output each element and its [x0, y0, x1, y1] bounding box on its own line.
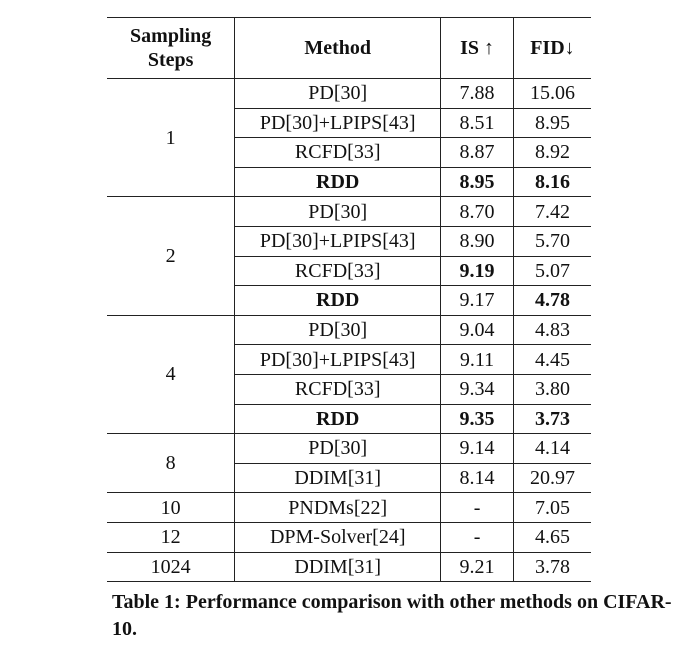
method-cell: PNDMs[22] [234, 492, 442, 523]
is-cell: 9.35 [440, 404, 514, 435]
table-row: 2 PD[30] 8.70 7.42 [107, 196, 591, 316]
method-cell: DDIM[31] [234, 552, 442, 583]
table-row: 1024 DDIM[31] 9.21 3.78 [107, 552, 591, 583]
table-row: PD[30]+LPIPS[43] 8.51 8.95 [107, 108, 591, 139]
is-cell: 9.11 [440, 344, 514, 375]
is-cell: 8.87 [440, 137, 514, 168]
method-cell: PD[30] [234, 315, 442, 346]
table-row: RDD 8.95 8.16 [107, 167, 591, 198]
sampling-steps-cell: 1024 [107, 552, 235, 583]
results-table: Sampling Steps Method IS ↑ FID↓ 1 PD[30] 7… [107, 17, 591, 583]
table-body: 1 PD[30] 7.88 15.06 PD[30]+LPIPS[43] 8.51 8.95… [107, 78, 591, 583]
method-cell: PD[30] [234, 433, 442, 464]
table-row: 4 PD[30] 9.04 4.83 [107, 315, 591, 435]
method-cell: PD[30] [234, 78, 442, 109]
method-cell: PD[30]+LPIPS[43] [234, 344, 442, 375]
is-cell: 9.34 [440, 374, 514, 405]
table-row: RDD 9.35 3.73 [107, 404, 591, 435]
method-cell: DDIM[31] [234, 463, 442, 494]
fid-cell: 4.78 [513, 285, 591, 316]
is-cell: 7.88 [440, 78, 514, 109]
is-cell: 9.04 [440, 315, 514, 346]
fid-cell: 3.73 [513, 404, 591, 435]
sampling-steps-cell: 1 [107, 78, 235, 198]
is-cell: - [440, 492, 514, 523]
sampling-steps-cell: 4 [107, 315, 235, 435]
header-is: IS ↑ [440, 17, 514, 79]
fid-cell: 3.78 [513, 552, 591, 583]
header-method: Method [234, 17, 442, 79]
is-cell: - [440, 522, 514, 553]
is-cell: 9.14 [440, 433, 514, 464]
method-cell: PD[30]+LPIPS[43] [234, 226, 442, 257]
is-cell: 8.14 [440, 463, 514, 494]
is-cell: 9.19 [440, 256, 514, 287]
method-cell: RCFD[33] [234, 256, 442, 287]
fid-cell: 8.95 [513, 108, 591, 139]
table-row: 8 PD[30] 9.14 4.14 [107, 433, 591, 494]
fid-cell: 4.65 [513, 522, 591, 553]
method-cell: RDD [234, 404, 442, 435]
sampling-steps-cell: 12 [107, 522, 235, 553]
fid-cell: 15.06 [513, 78, 591, 109]
fid-cell: 5.70 [513, 226, 591, 257]
is-cell: 8.70 [440, 196, 514, 227]
table-caption: Table 1: Performance comparison with oth… [112, 591, 672, 640]
table-row: RCFD[33] 9.19 5.07 [107, 256, 591, 287]
method-cell: RCFD[33] [234, 137, 442, 168]
method-cell: RDD [234, 167, 442, 198]
fid-cell: 4.14 [513, 433, 591, 464]
method-cell: PD[30] [234, 196, 442, 227]
fid-cell: 4.45 [513, 344, 591, 375]
is-cell: 9.17 [440, 285, 514, 316]
table-row: PD[30]+LPIPS[43] 9.11 4.45 [107, 344, 591, 375]
is-cell: 9.21 [440, 552, 514, 583]
fid-cell: 7.42 [513, 196, 591, 227]
table-row: DDIM[31] 8.14 20.97 [107, 463, 591, 494]
header-fid: FID↓ [513, 17, 591, 79]
header-row: Sampling Steps Method IS ↑ FID↓ [107, 17, 591, 79]
table-row: PD[30]+LPIPS[43] 8.90 5.70 [107, 226, 591, 257]
table-row: RCFD[33] 9.34 3.80 [107, 374, 591, 405]
sampling-steps-cell: 8 [107, 433, 235, 494]
fid-cell: 7.05 [513, 492, 591, 523]
is-cell: 8.51 [440, 108, 514, 139]
sampling-steps-cell: 2 [107, 196, 235, 316]
method-cell: PD[30]+LPIPS[43] [234, 108, 442, 139]
table-row: 12 DPM-Solver[24] -4.65 [107, 522, 591, 553]
fid-cell: 20.97 [513, 463, 591, 494]
method-cell: RCFD[33] [234, 374, 442, 405]
method-cell: RDD [234, 285, 442, 316]
table-row: RCFD[33] 8.87 8.92 [107, 137, 591, 168]
method-cell: DPM-Solver[24] [234, 522, 442, 553]
is-cell: 8.90 [440, 226, 514, 257]
fid-cell: 8.92 [513, 137, 591, 168]
fid-cell: 5.07 [513, 256, 591, 287]
table-row: RDD 9.17 4.78 [107, 285, 591, 316]
table-row: 1 PD[30] 7.88 15.06 [107, 78, 591, 198]
fid-cell: 3.80 [513, 374, 591, 405]
table-row: 10 PNDMs[22] -7.05 [107, 492, 591, 523]
is-cell: 8.95 [440, 167, 514, 198]
sampling-steps-cell: 10 [107, 492, 235, 523]
fid-cell: 8.16 [513, 167, 591, 198]
header-sampling-steps: Sampling Steps [107, 17, 235, 79]
fid-cell: 4.83 [513, 315, 591, 346]
